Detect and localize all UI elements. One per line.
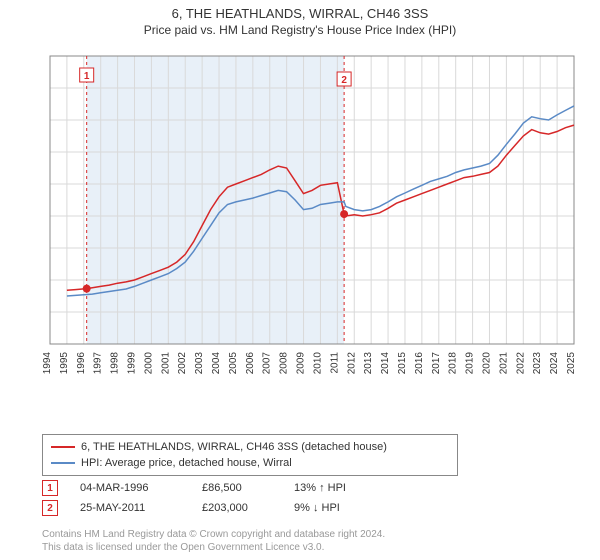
svg-text:2012: 2012 (346, 352, 357, 375)
svg-text:2024: 2024 (549, 352, 560, 375)
svg-text:2: 2 (341, 75, 347, 86)
event-marker: 2 (42, 500, 58, 516)
svg-text:2023: 2023 (532, 352, 543, 375)
events-block: 1 04-MAR-1996 £86,500 13% ↑ HPI 2 25-MAY-2011… (42, 478, 374, 518)
event-price: £203,000 (202, 502, 272, 514)
svg-text:2014: 2014 (380, 352, 391, 375)
legend-row: HPI: Average price, detached house, Wirr… (51, 455, 449, 471)
svg-text:2007: 2007 (262, 352, 273, 375)
svg-text:2003: 2003 (194, 352, 205, 375)
chart-svg: £0£50K£100K£150K£200K£250K£300K£350K£400… (42, 48, 582, 388)
legend-swatch (51, 462, 75, 464)
event-marker: 1 (42, 480, 58, 496)
svg-text:2002: 2002 (177, 352, 188, 375)
svg-text:2015: 2015 (397, 352, 408, 375)
svg-text:1996: 1996 (76, 352, 87, 375)
svg-text:2004: 2004 (211, 352, 222, 375)
event-row: 2 25-MAY-2011 £203,000 9% ↓ HPI (42, 498, 374, 518)
svg-text:1995: 1995 (59, 352, 70, 375)
svg-text:2000: 2000 (143, 352, 154, 375)
svg-text:2016: 2016 (414, 352, 425, 375)
svg-text:2009: 2009 (296, 352, 307, 375)
event-row: 1 04-MAR-1996 £86,500 13% ↑ HPI (42, 478, 374, 498)
svg-text:2025: 2025 (566, 352, 577, 375)
legend-swatch (51, 446, 75, 448)
svg-text:2001: 2001 (160, 352, 171, 375)
svg-text:2006: 2006 (245, 352, 256, 375)
svg-text:2017: 2017 (431, 352, 442, 375)
svg-text:2011: 2011 (329, 352, 340, 374)
svg-text:2008: 2008 (279, 352, 290, 375)
legend-box: 6, THE HEATHLANDS, WIRRAL, CH46 3SS (det… (42, 434, 458, 476)
footer-line1: Contains HM Land Registry data © Crown c… (42, 528, 385, 541)
chart-subtitle: Price paid vs. HM Land Registry's House … (0, 23, 600, 37)
svg-text:1999: 1999 (127, 352, 138, 375)
svg-text:2005: 2005 (228, 352, 239, 375)
legend-row: 6, THE HEATHLANDS, WIRRAL, CH46 3SS (det… (51, 439, 449, 455)
svg-text:2022: 2022 (515, 352, 526, 375)
legend-label: 6, THE HEATHLANDS, WIRRAL, CH46 3SS (det… (81, 439, 387, 455)
svg-text:2021: 2021 (498, 352, 509, 375)
svg-text:2010: 2010 (312, 352, 323, 375)
svg-text:2018: 2018 (448, 352, 459, 375)
svg-text:2019: 2019 (465, 352, 476, 375)
legend-label: HPI: Average price, detached house, Wirr… (81, 455, 292, 471)
event-delta: 9% ↓ HPI (294, 502, 374, 514)
footer-line2: This data is licensed under the Open Gov… (42, 541, 385, 554)
svg-text:1997: 1997 (93, 352, 104, 375)
svg-text:2020: 2020 (481, 352, 492, 375)
footer-block: Contains HM Land Registry data © Crown c… (42, 528, 385, 554)
chart-area: £0£50K£100K£150K£200K£250K£300K£350K£400… (42, 48, 582, 388)
svg-text:1994: 1994 (42, 352, 53, 375)
event-delta: 13% ↑ HPI (294, 482, 374, 494)
event-date: 04-MAR-1996 (80, 482, 180, 494)
event-price: £86,500 (202, 482, 272, 494)
chart-title: 6, THE HEATHLANDS, WIRRAL, CH46 3SS (0, 6, 600, 21)
svg-text:2013: 2013 (363, 352, 374, 375)
svg-text:1998: 1998 (110, 352, 121, 375)
svg-text:1: 1 (84, 71, 90, 82)
event-date: 25-MAY-2011 (80, 502, 180, 514)
